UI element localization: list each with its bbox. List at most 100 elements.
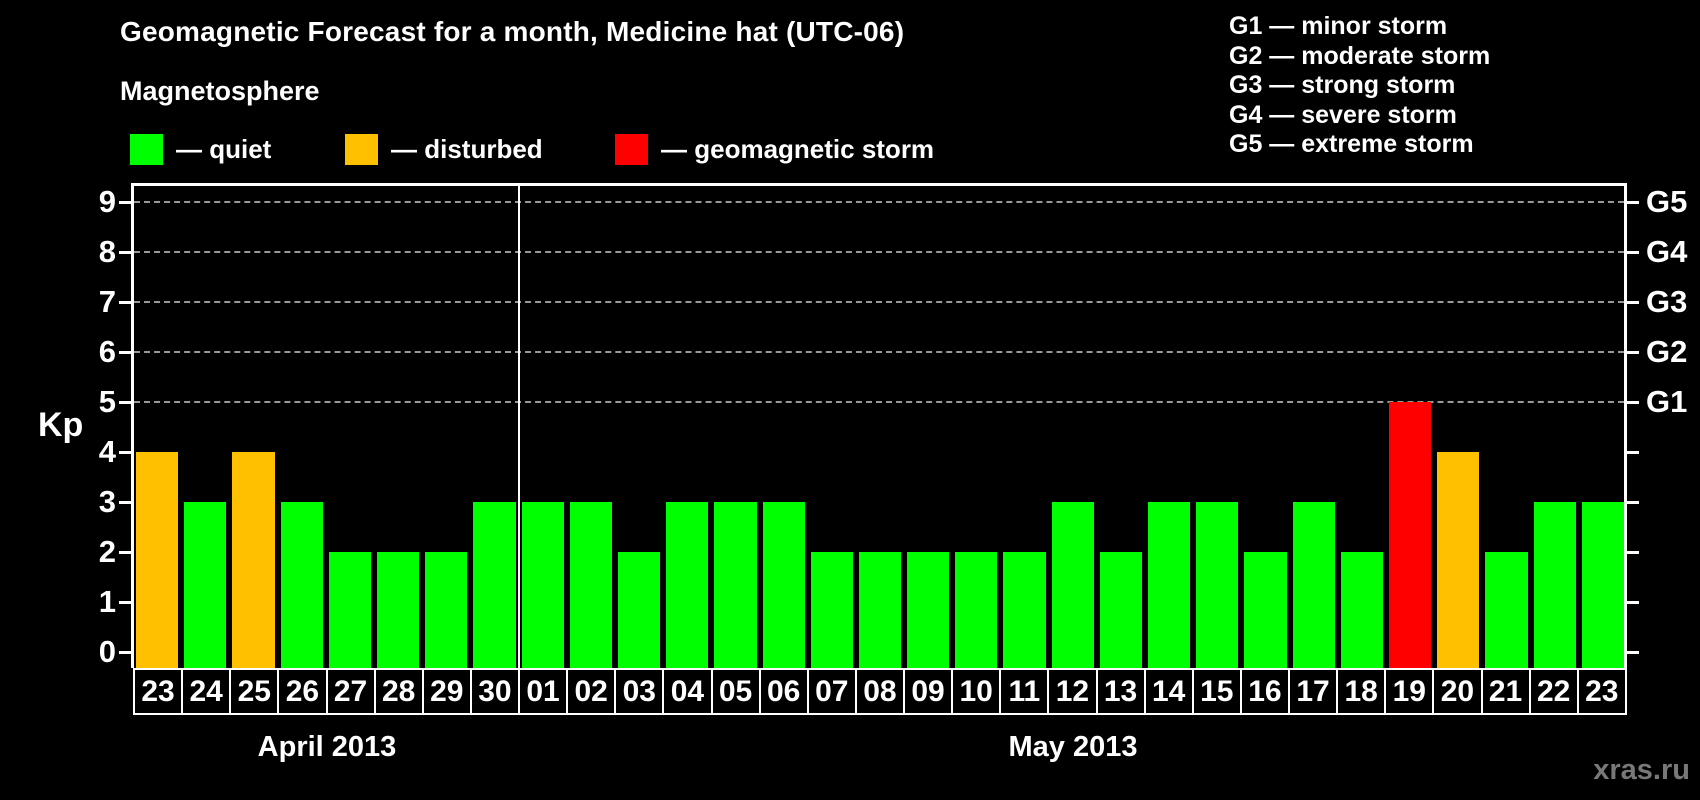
kp-bar-19 xyxy=(1389,402,1432,668)
day-box-25: 18 xyxy=(1336,668,1387,715)
g-axis-label-g1: G1 xyxy=(1646,384,1688,419)
day-box-16: 09 xyxy=(903,668,954,715)
quiet-color-swatch xyxy=(130,133,163,165)
kp-tick-left-1 xyxy=(119,601,131,604)
kp-tick-right-0 xyxy=(1627,651,1639,654)
month-separator-line xyxy=(517,186,520,668)
day-box-29: 22 xyxy=(1528,668,1579,715)
kp-tick-left-5 xyxy=(119,401,131,404)
legend-label-disturbed: — disturbed xyxy=(391,133,543,164)
day-box-11: 04 xyxy=(662,668,713,715)
g-legend-line-g5: G5 — extreme storm xyxy=(1229,130,1474,158)
day-box-23: 16 xyxy=(1239,668,1290,715)
kp-tick-right-5 xyxy=(1627,401,1639,404)
disturbed-color-swatch xyxy=(345,133,378,165)
day-box-7: 30 xyxy=(469,668,520,715)
g-axis-label-g2: G2 xyxy=(1646,334,1688,369)
kp-tick-left-2 xyxy=(119,551,131,554)
day-box-26: 19 xyxy=(1384,668,1435,715)
kp-bar-29 xyxy=(425,552,468,668)
gridline-kp-9 xyxy=(134,201,1624,203)
kp-tick-label-8: 8 xyxy=(98,234,116,269)
day-box-30: 23 xyxy=(1576,668,1627,715)
day-box-28: 21 xyxy=(1480,668,1531,715)
day-box-13: 06 xyxy=(758,668,809,715)
gridline-kp-7 xyxy=(134,301,1624,303)
day-box-17: 10 xyxy=(951,668,1002,715)
legend-item-storm: — geomagnetic storm xyxy=(615,131,934,167)
day-box-27: 20 xyxy=(1432,668,1483,715)
g-legend-line-g4: G4 — severe storm xyxy=(1229,100,1457,129)
day-box-0: 23 xyxy=(133,668,184,715)
month-label-may: May 2013 xyxy=(1008,731,1138,763)
day-box-2: 25 xyxy=(229,668,280,715)
kp-tick-left-9 xyxy=(119,201,131,204)
gridline-kp-5 xyxy=(134,401,1624,403)
kp-bar-10 xyxy=(955,552,998,668)
day-box-19: 12 xyxy=(1047,668,1098,715)
magnetosphere-subtitle: Magnetosphere xyxy=(120,76,320,106)
kp-tick-left-6 xyxy=(119,351,131,354)
kp-bar-09 xyxy=(907,552,950,668)
day-box-12: 05 xyxy=(710,668,761,715)
kp-bar-11 xyxy=(1003,552,1046,668)
kp-bar-02 xyxy=(569,502,612,668)
g-axis-label-g3: G3 xyxy=(1646,284,1688,319)
kp-tick-left-7 xyxy=(119,301,131,304)
g-legend-line-g1: G1 — minor storm xyxy=(1229,12,1448,40)
page-title: Geomagnetic Forecast for a month, Medici… xyxy=(120,16,905,47)
kp-bar-08 xyxy=(858,552,902,668)
kp-bar-18 xyxy=(1340,552,1384,668)
plot-border-right xyxy=(1624,183,1627,668)
kp-tick-label-7: 7 xyxy=(98,284,116,319)
gridline-kp-8 xyxy=(134,251,1624,253)
g-axis-label-g4: G4 xyxy=(1646,234,1688,269)
watermark-xras: xras.ru xyxy=(1593,754,1690,786)
day-box-15: 08 xyxy=(854,668,905,715)
plot-border-top xyxy=(131,183,1627,186)
kp-bar-04 xyxy=(666,502,709,668)
kp-tick-label-9: 9 xyxy=(98,184,116,219)
legend-item-disturbed: — disturbed xyxy=(345,131,543,167)
kp-tick-right-4 xyxy=(1627,451,1639,454)
day-box-24: 17 xyxy=(1288,668,1339,715)
kp-axis-label: Kp xyxy=(38,406,84,444)
kp-bar-22 xyxy=(1533,502,1576,668)
kp-bar-20 xyxy=(1437,452,1480,668)
kp-bar-23 xyxy=(136,452,179,668)
kp-tick-label-0: 0 xyxy=(98,634,116,669)
kp-bar-14 xyxy=(1148,502,1191,668)
day-box-8: 01 xyxy=(518,668,569,715)
g-legend-line-g3: G3 — strong storm xyxy=(1229,71,1456,99)
kp-bar-21 xyxy=(1485,552,1528,668)
day-axis: 23 24 25 26 27 28 29 30 01 02 03 04 05 06 07 08 09 10 11 12… xyxy=(133,668,1627,715)
kp-tick-label-3: 3 xyxy=(98,484,116,519)
kp-bar-28 xyxy=(376,552,420,668)
kp-bar-23 xyxy=(1581,502,1624,668)
kp-bar-01 xyxy=(521,502,564,668)
day-box-21: 14 xyxy=(1143,668,1194,715)
day-box-22: 15 xyxy=(1191,668,1242,715)
kp-bar-17 xyxy=(1292,502,1335,668)
day-box-9: 02 xyxy=(566,668,617,715)
kp-tick-left-3 xyxy=(119,501,131,504)
legend-label-quiet: — quiet xyxy=(176,133,272,164)
day-box-18: 11 xyxy=(999,668,1050,715)
kp-bar-07 xyxy=(810,552,853,668)
kp-bar-03 xyxy=(617,552,661,668)
kp-tick-right-9 xyxy=(1627,201,1639,204)
day-box-5: 28 xyxy=(373,668,424,715)
kp-tick-left-4 xyxy=(119,451,131,454)
month-label-april: April 2013 xyxy=(257,731,397,763)
kp-tick-label-1: 1 xyxy=(98,584,116,619)
kp-bar-05 xyxy=(714,502,757,668)
kp-tick-right-3 xyxy=(1627,501,1639,504)
kp-tick-label-6: 6 xyxy=(98,334,116,369)
plot-area xyxy=(131,183,1627,668)
kp-bar-06 xyxy=(762,502,805,668)
day-box-14: 07 xyxy=(806,668,857,715)
g-scale-legend: G1 — minor storm G2 — moderate storm G3 … xyxy=(1229,12,1490,160)
kp-tick-right-6 xyxy=(1627,351,1639,354)
kp-bar-24 xyxy=(184,502,227,668)
